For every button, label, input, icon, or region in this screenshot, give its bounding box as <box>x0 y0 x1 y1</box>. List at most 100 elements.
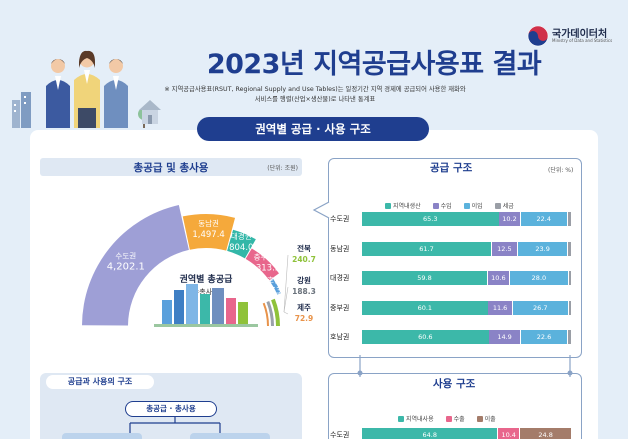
bar-segment: 65.3 <box>362 212 499 226</box>
legend-item: 수입 <box>432 203 452 210</box>
supply-structure-title: 공급 구조 <box>430 162 473 174</box>
donut-label-호남권: 호남권 <box>267 276 288 285</box>
side-label-제주: 제주 <box>297 302 311 312</box>
org-name: 국가데이터처 <box>552 29 608 40</box>
donut-center-label: 권역별 총공급 <box>180 273 234 285</box>
bar-segment: 59.8 <box>362 271 487 285</box>
bar-segment: 11.6 <box>488 300 512 315</box>
donut-ring-강원 <box>266 300 274 326</box>
bar-segment: 61.7 <box>362 241 491 256</box>
donut-label-대경권: 대경권 <box>231 231 252 241</box>
supply-node <box>62 433 142 439</box>
bar-segment: 60.1 <box>362 300 488 315</box>
use-legend: 지역내사용 수출 이출 <box>398 406 508 425</box>
bar-segment <box>568 241 572 256</box>
bar-segment: 26.7 <box>512 300 569 315</box>
bar-row-label: 수도권 <box>330 431 350 439</box>
donut-value-호남권: 653.3 <box>265 287 289 297</box>
legend-label: 이입 <box>471 203 483 210</box>
legend-item: 지역내생산 <box>385 203 421 210</box>
side-value-전북: 240.7 <box>292 255 316 264</box>
bar-segment: 10.6 <box>487 271 510 285</box>
bar-segment: 60.6 <box>362 330 489 344</box>
org-english-name: Ministry of Data and Statistics <box>552 38 613 43</box>
supply-use-structure-title: 공급과 사용의 구조 <box>46 375 154 389</box>
donut-slice-충부권 <box>245 248 279 281</box>
legend-item: 세금 <box>494 203 514 210</box>
bar-segment <box>568 271 572 285</box>
total-supply-use-pill: 총공급 · 총사용 <box>125 401 217 417</box>
legend-swatch <box>476 416 483 422</box>
legend-item: 이출 <box>476 416 496 423</box>
bar-segment: 12.5 <box>491 241 518 256</box>
person-right-icon <box>104 59 128 128</box>
bar-segment <box>567 212 572 226</box>
bar-segment <box>568 330 572 344</box>
page-title: 2023년 지역공급사용표 결과 <box>206 49 542 80</box>
box-connector-icon <box>357 355 573 377</box>
use-bars: 수도권 64.8 10.4 24.8 <box>330 422 580 439</box>
legend-swatch <box>432 203 439 209</box>
legend-label: 지역내사용 <box>406 416 434 423</box>
taegeuk-logo-icon <box>527 25 549 47</box>
donut-value-대경권: 804.0 <box>229 243 253 253</box>
supply-bars: 수도권 65.3 10.2 22.4 동남권 61.7 12.5 23.9 대경권 59.8 10.… <box>330 206 580 356</box>
bar-segment: 22.4 <box>520 212 567 226</box>
side-value-강원: 188.3 <box>292 287 316 296</box>
bar-segment: 24.8 <box>519 428 572 439</box>
donut-value-수도권: 4,202.1 <box>107 261 145 272</box>
total-supply-title-bar: 총공급 및 총사용 (단위: 조원) <box>40 158 302 176</box>
donut-label-수도권: 수도권 <box>115 251 136 260</box>
donut-value-충부권: 1,313.5 <box>248 263 280 273</box>
supply-structure-box <box>328 158 582 358</box>
section-title: 권역별 공급 · 사용 구조 <box>197 117 429 141</box>
legend-item: 수출 <box>445 416 465 423</box>
donut-slice-대경권 <box>227 229 256 259</box>
bar-row-label: 중부권 <box>330 303 350 312</box>
bar-row-label: 호남권 <box>330 333 350 341</box>
donut-ring-전북 <box>271 298 280 326</box>
legend-swatch <box>463 203 470 209</box>
legend-label: 수입 <box>440 203 452 210</box>
bar-segment: 28.0 <box>509 271 569 285</box>
donut-center-sub: (=총사용) <box>191 287 222 296</box>
use-node <box>190 433 270 439</box>
tree-connector-icon <box>129 417 221 439</box>
bar-segment <box>568 300 572 315</box>
bar-segment: 23.9 <box>517 241 568 256</box>
donut-label-동남권: 동남권 <box>198 219 219 228</box>
city-skyline-icon <box>154 284 258 327</box>
legend-label: 세금 <box>502 203 514 210</box>
bar-segment: 10.2 <box>499 212 520 226</box>
house-right-icon <box>139 100 161 124</box>
legend-item: 지역내사용 <box>398 416 434 423</box>
note-line-2: 서비스를 행렬(산업×생산물)로 나타낸 통계표 <box>254 96 376 103</box>
donut-slice-수도권 <box>82 205 189 326</box>
legend-swatch <box>494 203 501 209</box>
city-left-icon <box>12 92 31 128</box>
legend-swatch <box>398 416 404 422</box>
legend-swatch <box>445 416 452 422</box>
supply-structure-unit: (단위: %) <box>548 167 574 174</box>
bar-segment: 10.4 <box>498 428 520 439</box>
supply-legend: 지역내생산 수입 이입 세금 <box>385 193 526 212</box>
legend-label: 수출 <box>453 416 465 423</box>
logo: 국가데이터처 Ministry of Data and Statistics <box>527 24 623 48</box>
people-illustration <box>12 50 150 128</box>
person-left-icon <box>46 59 70 128</box>
bar-row-label: 수도권 <box>330 215 350 223</box>
total-supply-unit: (단위: 조원) <box>267 165 298 172</box>
donut-ring-제주 <box>262 302 269 326</box>
legend-label: 지역내생산 <box>393 203 421 210</box>
bar-row-label: 대경권 <box>330 274 350 282</box>
side-label-전북: 전북 <box>297 243 311 253</box>
total-supply-title: 총공급 및 총사용 <box>133 162 209 174</box>
bar-segment: 22.6 <box>520 330 568 344</box>
bar-row-label: 동남권 <box>330 244 350 253</box>
side-label-강원: 강원 <box>297 275 311 285</box>
donut-slice-동남권 <box>182 214 236 251</box>
legend-label: 이출 <box>484 416 496 423</box>
person-center-icon <box>74 50 100 128</box>
note-line-1: ※ 지역공급사용표(RSUT, Regional Supply and Use … <box>164 86 466 93</box>
